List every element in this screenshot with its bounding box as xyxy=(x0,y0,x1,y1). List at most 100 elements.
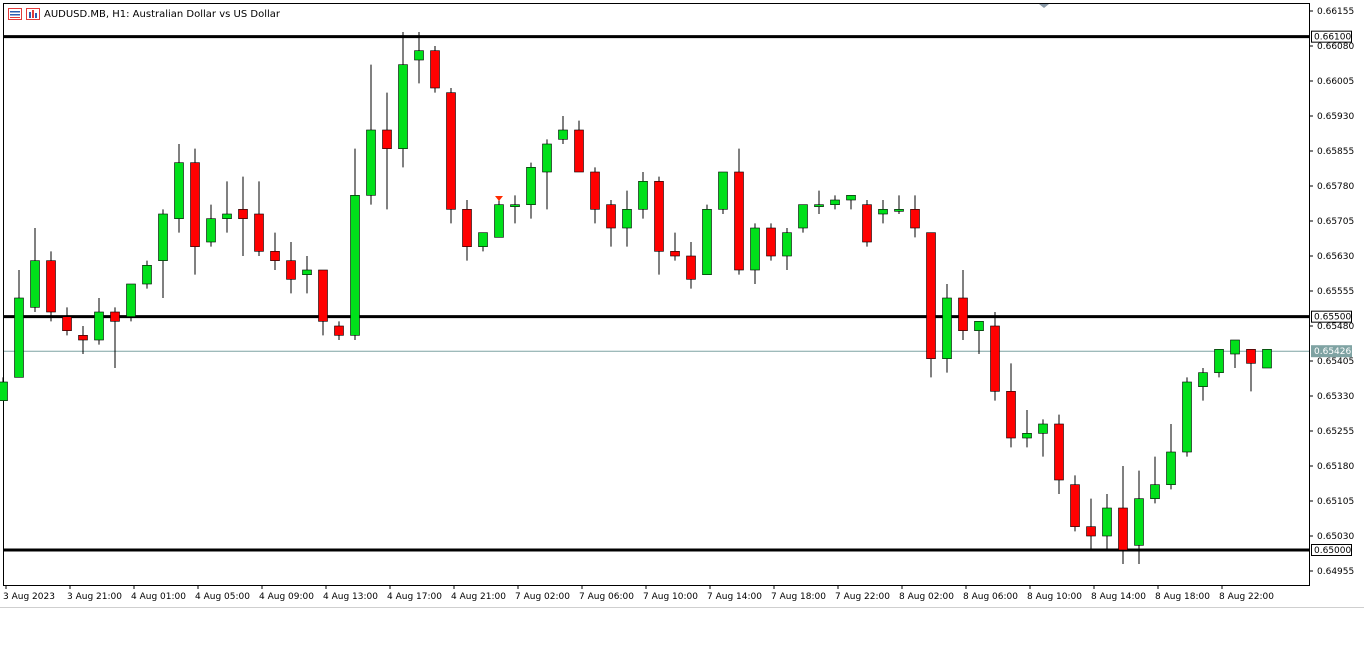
candle xyxy=(1134,470,1144,564)
candle-body-bull xyxy=(398,64,408,149)
horizontal-levels[interactable]: 0.66100 0.65500 0.65000 xyxy=(4,30,1352,556)
y-tick-label: 0.65180 xyxy=(1317,462,1354,472)
y-tick-label: 0.64955 xyxy=(1317,567,1354,577)
candle xyxy=(638,172,648,219)
candle xyxy=(814,190,824,214)
y-tick-label: 0.65855 xyxy=(1317,147,1354,157)
candle-body-bear xyxy=(670,251,680,257)
candle xyxy=(334,321,344,340)
candle-body-bull xyxy=(558,129,568,140)
candle-body-bull xyxy=(174,162,184,219)
candle-body-bull xyxy=(414,50,424,61)
candle xyxy=(462,200,472,261)
candle-body-bear xyxy=(78,335,88,341)
y-tick-label: 0.65105 xyxy=(1317,497,1354,507)
candle xyxy=(766,223,776,261)
candle-body-bull xyxy=(366,129,376,196)
y-tick-label: 0.66080 xyxy=(1317,42,1354,52)
candle xyxy=(1230,339,1240,368)
candle xyxy=(1262,349,1272,369)
price-chart[interactable]: 0.66100 0.65500 0.65000 0.65426 0.66155 0.6… xyxy=(0,0,1364,610)
candle-body-bear xyxy=(734,171,744,271)
candle-body-bear xyxy=(318,269,328,322)
candle-body-bear xyxy=(110,311,120,322)
candle xyxy=(702,204,712,275)
candle xyxy=(1118,466,1128,564)
candle xyxy=(798,204,808,233)
candle xyxy=(590,167,600,224)
candle xyxy=(158,209,168,298)
candle-body-bull xyxy=(814,204,824,207)
x-tick-label: 4 Aug 17:00 xyxy=(387,592,442,602)
x-tick-label: 8 Aug 18:00 xyxy=(1155,592,1210,602)
candle-body-bear xyxy=(462,209,472,247)
candle xyxy=(942,284,952,373)
candle xyxy=(862,200,872,247)
candle-body-bull xyxy=(1262,349,1272,369)
candle-body-bear xyxy=(958,297,968,331)
candle-body-bull xyxy=(1198,372,1208,387)
candle-body-bear xyxy=(62,316,72,331)
candle-body-bull xyxy=(0,381,8,401)
candle xyxy=(94,298,104,345)
candle xyxy=(1054,414,1064,494)
level-price-tag-inner xyxy=(1312,545,1351,555)
candle-body-bull xyxy=(94,311,104,341)
candle xyxy=(622,190,632,247)
candle-body-bull xyxy=(894,209,904,212)
candle xyxy=(1086,498,1096,550)
candle xyxy=(894,195,904,214)
candle-body-bull xyxy=(1022,433,1032,439)
current-price-label: 0.65426 xyxy=(1314,347,1351,357)
candle-body-bull xyxy=(1230,339,1240,355)
candle-body-bull xyxy=(302,269,312,275)
candle xyxy=(718,171,728,214)
current-price-line: 0.65426 xyxy=(4,345,1352,358)
candle xyxy=(846,195,856,210)
candle-body-bull xyxy=(942,297,952,359)
x-tick-label: 4 Aug 09:00 xyxy=(259,592,314,602)
candle-body-bear xyxy=(1246,349,1256,364)
x-tick-label: 7 Aug 10:00 xyxy=(643,592,698,602)
x-axis-ticks: 3 Aug 2023 3 Aug 21:00 4 Aug 01:00 4 Aug 05… xyxy=(3,585,1274,602)
candle xyxy=(78,326,88,354)
candle xyxy=(1214,349,1224,378)
candle-body-bull xyxy=(478,232,488,247)
candle xyxy=(574,120,584,173)
candle xyxy=(0,377,8,401)
x-tick-label: 4 Aug 01:00 xyxy=(131,592,186,602)
chart-bars-icon[interactable] xyxy=(26,8,40,20)
chart-list-icon[interactable] xyxy=(8,8,22,20)
candle-body-bull xyxy=(750,227,760,271)
candle xyxy=(446,88,456,224)
level-price-tag-inner xyxy=(1312,311,1351,322)
candle xyxy=(1150,456,1160,504)
candle xyxy=(1070,475,1080,532)
candle-body-bear xyxy=(686,255,696,280)
y-tick-label: 0.65480 xyxy=(1317,322,1354,332)
candle-body-bull xyxy=(638,181,648,210)
x-tick-label: 4 Aug 21:00 xyxy=(451,592,506,602)
candle-body-bear xyxy=(1070,484,1080,527)
y-tick-label: 0.65780 xyxy=(1317,182,1354,192)
candle xyxy=(206,204,216,247)
x-tick-label: 8 Aug 02:00 xyxy=(899,592,954,602)
candle-body-bull xyxy=(846,195,856,201)
candle xyxy=(670,232,680,261)
candle xyxy=(830,195,840,210)
candle xyxy=(366,64,376,205)
candle xyxy=(686,242,696,289)
candle xyxy=(958,270,968,340)
candle-body-bull xyxy=(1134,498,1144,546)
candle xyxy=(1182,377,1192,457)
candle xyxy=(750,223,760,284)
candle xyxy=(142,260,152,289)
candle-body-bear xyxy=(446,92,456,210)
candle-body-bear xyxy=(286,260,296,280)
candle-body-bear xyxy=(606,204,616,229)
chart-shift-marker-icon[interactable] xyxy=(1039,4,1049,8)
candle-body-bull xyxy=(1102,507,1112,537)
x-tick-label: 7 Aug 18:00 xyxy=(771,592,826,602)
y-tick-label: 0.66155 xyxy=(1317,7,1354,17)
